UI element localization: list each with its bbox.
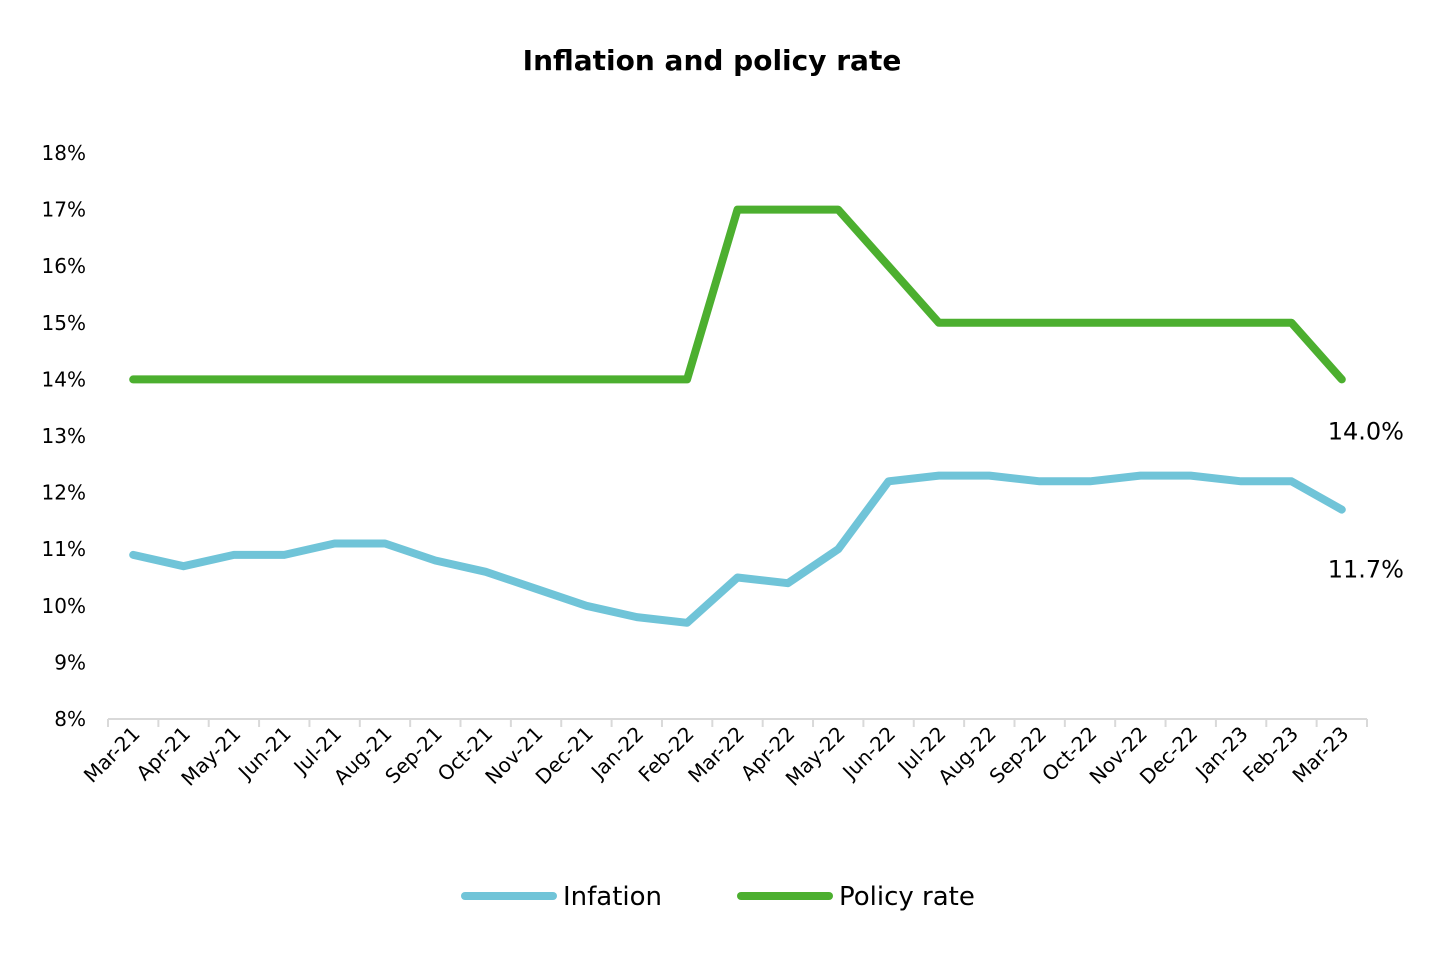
y-tick-label: 17% <box>42 198 86 222</box>
y-tick-label: 15% <box>42 311 86 335</box>
data-label-infation: 11.7% <box>1328 556 1404 584</box>
x-tick-label: Mar-22 <box>683 722 749 788</box>
y-axis: 8% 9% 10% 11% 12% 13% 14% 15% 16% 17% 18% <box>42 141 86 731</box>
chart-title: Inflation and policy rate <box>523 44 902 77</box>
legend: Infation Policy rate <box>461 882 975 912</box>
y-tick-label: 16% <box>42 254 86 278</box>
x-tick-label: Mar-21 <box>79 722 145 788</box>
x-axis: Mar-21Apr-21May-21Jun-21Jul-21Aug-21Sep-… <box>79 718 1368 791</box>
series-line-infation <box>129 471 1346 627</box>
data-labels: 11.7% 14.0% <box>1328 417 1404 583</box>
data-label-policy-rate: 14.0% <box>1328 417 1404 445</box>
x-tick-label: Jun-22 <box>837 722 901 786</box>
y-tick-label: 9% <box>54 650 86 674</box>
y-tick-label: 8% <box>54 707 86 731</box>
y-tick-label: 10% <box>42 594 86 618</box>
x-tick-label: Mar-23 <box>1288 722 1354 788</box>
series-group <box>129 205 1346 627</box>
y-tick-label: 12% <box>42 481 86 505</box>
y-tick-label: 14% <box>42 367 86 391</box>
y-tick-label: 18% <box>42 141 86 165</box>
legend-label-infation: Infation <box>563 882 662 912</box>
y-tick-label: 13% <box>42 424 86 448</box>
series-line-policy-rate <box>129 205 1346 384</box>
legend-label-policy-rate: Policy rate <box>839 882 975 912</box>
y-tick-label: 11% <box>42 537 86 561</box>
x-tick-label: Jun-21 <box>232 722 296 786</box>
x-tick-label: Sep-21 <box>380 722 447 789</box>
x-tick-label: Sep-22 <box>984 722 1051 789</box>
